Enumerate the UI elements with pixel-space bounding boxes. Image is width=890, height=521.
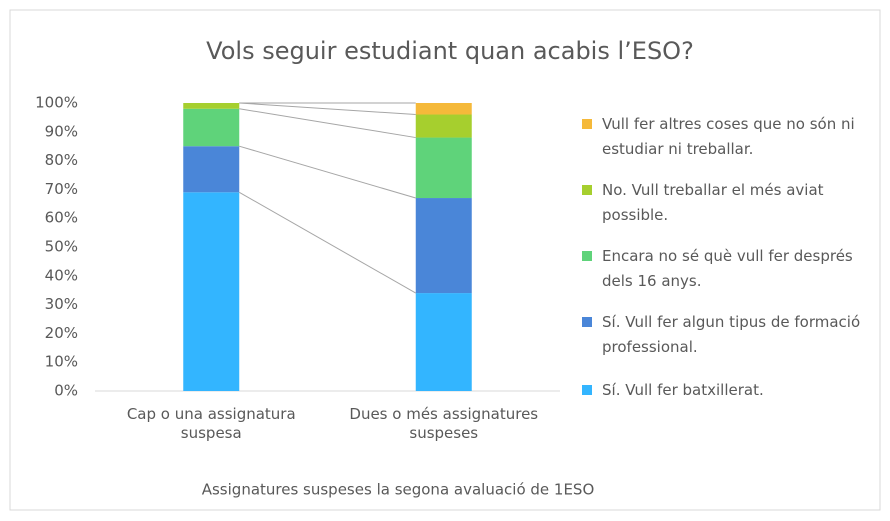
legend-swatch: [582, 317, 592, 327]
legend-label: Vull fer altres coses que no són ni estu…: [602, 115, 855, 158]
bar-segment: [415, 103, 472, 115]
legend-label: Encara no sé què vull fer després dels 1…: [602, 247, 853, 290]
legend-item: Encara no sé què vull fer després dels 1…: [582, 244, 872, 294]
legend-swatch: [582, 119, 592, 129]
bar-segment: [183, 146, 240, 193]
y-tick-label: 40%: [45, 266, 78, 284]
series-line: [239, 191, 416, 294]
legend-swatch: [582, 251, 592, 261]
legend-label: Sí. Vull fer algun tipus de formació pro…: [602, 313, 861, 356]
x-tick-label: Cap o una assignatura suspesa: [126, 405, 296, 442]
x-tick-label: Dues o més assignatures suspeses: [349, 405, 539, 442]
bar-segment: [183, 192, 240, 391]
legend-item: Sí. Vull fer algun tipus de formació pro…: [582, 310, 872, 360]
bar-segment: [183, 108, 240, 147]
series-line: [239, 108, 416, 139]
legend-label: Sí. Vull fer batxillerat.: [602, 381, 764, 399]
legend-item: Vull fer altres coses que no són ni estu…: [582, 112, 872, 162]
y-tick-label: 90%: [45, 122, 78, 140]
chart-title: Vols seguir estudiant quan acabis l’ESO?: [206, 37, 694, 65]
bar-segment: [415, 137, 472, 199]
y-tick-label: 30%: [45, 295, 78, 313]
bar-segment: [183, 103, 240, 109]
y-tick-label: 70%: [45, 180, 78, 198]
x-axis-label: Assignatures suspeses la segona avaluaci…: [202, 481, 595, 499]
bar-segment: [415, 198, 472, 294]
legend-item: No. Vull treballar el més aviat possible…: [582, 178, 872, 228]
series-line: [239, 102, 416, 116]
y-tick-label: 80%: [45, 151, 78, 169]
series-line: [239, 145, 416, 199]
legend-swatch: [582, 385, 592, 395]
legend-item: Sí. Vull fer batxillerat.: [582, 378, 872, 403]
y-tick-label: 10%: [45, 353, 78, 371]
y-tick-label: 0%: [54, 382, 78, 400]
y-tick-label: 60%: [45, 209, 78, 227]
bar-segment: [415, 114, 472, 138]
legend-label: No. Vull treballar el més aviat possible…: [602, 181, 824, 224]
bar-segment: [415, 293, 472, 391]
y-tick-label: 20%: [45, 324, 78, 342]
y-tick-label: 50%: [45, 238, 78, 256]
legend-swatch: [582, 185, 592, 195]
y-tick-label: 100%: [35, 94, 78, 112]
